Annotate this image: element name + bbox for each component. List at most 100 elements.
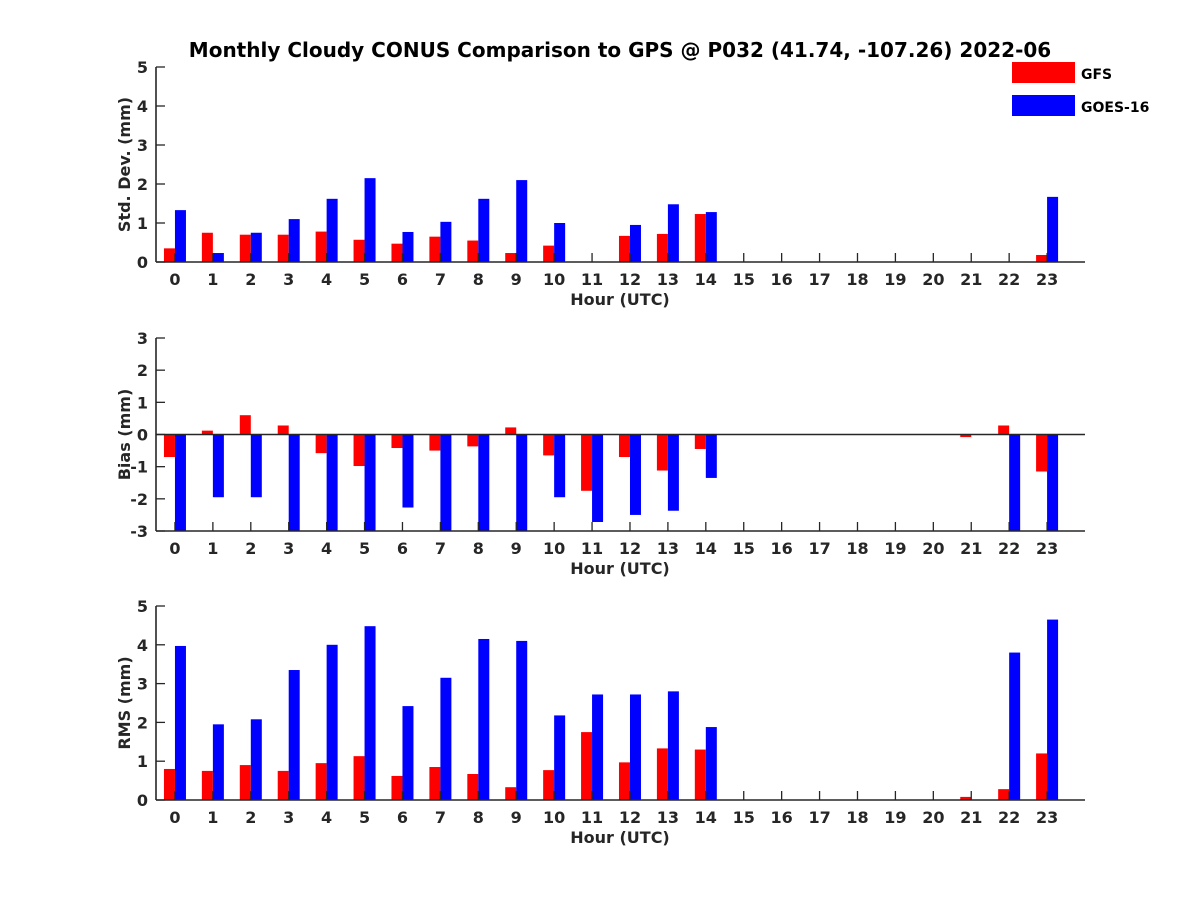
rms-bar-goes16-11 <box>592 694 604 800</box>
rms-x-tick-label: 4 <box>321 808 332 827</box>
std-dev-bar-goes16-2 <box>250 232 262 262</box>
bias-x-tick-label: 6 <box>397 539 408 558</box>
rms-bar-goes16-3 <box>288 670 300 800</box>
rms-x-tick-label: 17 <box>808 808 830 827</box>
legend-label-goes16: GOES-16 <box>1081 100 1149 116</box>
std-dev-bar-gfs-2 <box>239 234 251 262</box>
std-dev-bar-gfs-23 <box>1036 254 1048 262</box>
std-dev-x-tick-label: 5 <box>359 270 370 289</box>
bias-x-tick-label: 8 <box>473 539 484 558</box>
rms-bar-gfs-13 <box>656 748 668 800</box>
std-dev-x-axis-label: Hour (UTC) <box>570 290 670 309</box>
std-dev-bar-goes16-0 <box>174 210 186 262</box>
std-dev-bar-goes16-3 <box>288 219 300 262</box>
bias-x-tick-label: 21 <box>960 539 982 558</box>
std-dev-x-tick-label: 1 <box>207 270 218 289</box>
rms-bar-goes16-8 <box>478 638 490 800</box>
std-dev-x-tick-label: 4 <box>321 270 332 289</box>
rms-x-axis-label: Hour (UTC) <box>570 828 670 847</box>
std-dev-x-tick-label: 17 <box>808 270 830 289</box>
legend-swatch-gfs <box>1012 62 1075 83</box>
bias-x-tick-label: 7 <box>435 539 446 558</box>
std-dev-x-tick-label: 22 <box>998 270 1020 289</box>
bias-y-tick-label: -3 <box>130 522 148 541</box>
std-dev-bar-goes16-12 <box>629 224 641 262</box>
std-dev-x-tick-label: 20 <box>922 270 944 289</box>
rms-x-tick-label: 22 <box>998 808 1020 827</box>
std-dev-bar-gfs-3 <box>277 234 289 262</box>
bias-x-tick-label: 4 <box>321 539 332 558</box>
bias-bar-gfs-3 <box>277 425 289 435</box>
bias-x-tick-label: 18 <box>846 539 868 558</box>
rms-bar-gfs-10 <box>543 770 555 800</box>
std-dev-bar-goes16-6 <box>402 231 414 262</box>
std-dev-x-tick-label: 16 <box>771 270 793 289</box>
bias-y-tick-label: 0 <box>137 426 148 445</box>
rms-bar-gfs-1 <box>201 770 213 800</box>
bias-bar-goes16-11 <box>592 434 604 522</box>
bias-bar-goes16-14 <box>705 434 717 478</box>
std-dev-x-tick-label: 12 <box>619 270 641 289</box>
std-dev-bar-gfs-6 <box>391 243 403 262</box>
std-dev-bar-gfs-13 <box>656 233 668 262</box>
std-dev-bar-goes16-14 <box>705 212 717 262</box>
rms-bar-gfs-11 <box>581 732 593 800</box>
rms-bar-goes16-4 <box>326 644 338 800</box>
bias-bar-gfs-6 <box>391 434 403 449</box>
std-dev-bar-goes16-9 <box>516 180 528 262</box>
rms-bar-goes16-7 <box>440 677 452 800</box>
bias-bar-goes16-13 <box>667 434 679 511</box>
std-dev-x-tick-label: 6 <box>397 270 408 289</box>
rms-bar-goes16-22 <box>1009 652 1021 800</box>
rms-bar-goes16-0 <box>174 645 186 800</box>
std-dev-bar-goes16-7 <box>440 221 452 262</box>
bias-x-tick-label: 19 <box>884 539 906 558</box>
rms-bar-gfs-21 <box>960 796 972 800</box>
bias-bar-gfs-7 <box>429 434 441 451</box>
std-dev-x-tick-label: 0 <box>169 270 180 289</box>
bias-bar-goes16-12 <box>629 434 641 515</box>
rms-x-tick-label: 15 <box>733 808 755 827</box>
bias-bar-goes16-22 <box>1009 434 1021 531</box>
bias-y-axis-label: Bias (mm) <box>115 389 134 481</box>
rms-x-tick-label: 14 <box>695 808 717 827</box>
bias-bar-gfs-8 <box>467 434 479 447</box>
std-dev-bar-gfs-5 <box>353 239 365 262</box>
rms-x-tick-label: 12 <box>619 808 641 827</box>
bias-bar-goes16-6 <box>402 434 414 508</box>
std-dev-bar-gfs-14 <box>694 214 706 262</box>
rms-x-tick-label: 19 <box>884 808 906 827</box>
std-dev-y-tick-label: 2 <box>137 175 148 194</box>
std-dev-bar-gfs-10 <box>543 245 555 262</box>
bias-bar-gfs-14 <box>694 434 706 449</box>
rms-bar-goes16-1 <box>212 724 224 800</box>
bias-bar-gfs-4 <box>315 434 327 454</box>
bias-y-tick-label: -2 <box>130 490 148 509</box>
bias-y-tick-label: 3 <box>137 329 148 348</box>
rms-x-tick-label: 5 <box>359 808 370 827</box>
rms-x-tick-label: 20 <box>922 808 944 827</box>
bias-x-tick-label: 5 <box>359 539 370 558</box>
bias-bar-gfs-10 <box>543 434 555 456</box>
rms-bar-goes16-6 <box>402 706 414 800</box>
rms-y-tick-label: 4 <box>137 636 148 655</box>
rms-bar-goes16-14 <box>705 727 717 800</box>
rms-x-tick-label: 1 <box>207 808 218 827</box>
bias-x-tick-label: 10 <box>543 539 565 558</box>
bias-bar-gfs-9 <box>505 427 517 435</box>
std-dev-bar-gfs-12 <box>618 235 630 262</box>
bias-x-tick-label: 1 <box>207 539 218 558</box>
std-dev-bar-goes16-23 <box>1047 196 1059 262</box>
rms-bar-gfs-23 <box>1036 753 1048 800</box>
bias-x-tick-label: 17 <box>808 539 830 558</box>
rms-x-tick-label: 0 <box>169 808 180 827</box>
bias-bar-gfs-13 <box>656 434 668 471</box>
rms-x-tick-label: 21 <box>960 808 982 827</box>
rms-x-tick-label: 2 <box>245 808 256 827</box>
std-dev-x-tick-label: 21 <box>960 270 982 289</box>
rms-bar-goes16-5 <box>364 626 376 800</box>
bias-bar-goes16-3 <box>288 434 300 531</box>
rms-x-tick-label: 11 <box>581 808 603 827</box>
